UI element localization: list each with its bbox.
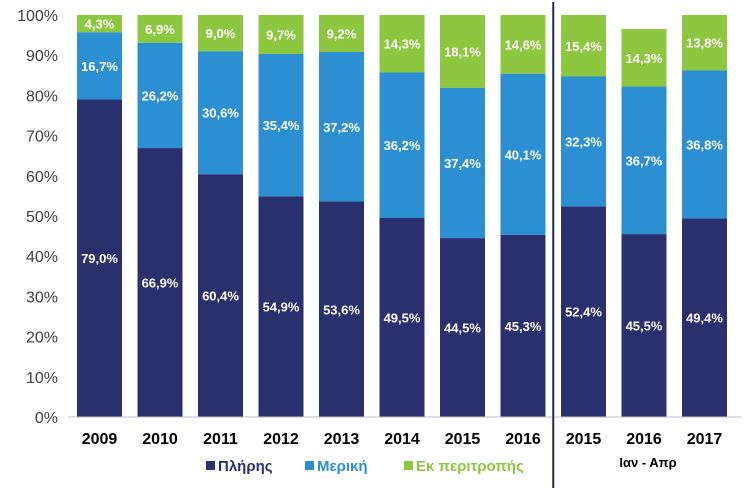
bar-segment [561,15,606,77]
y-tick-label: 100% [17,8,58,25]
x-tick-label: 2016 [505,431,541,448]
bar-segment [77,99,122,418]
y-tick-label: 60% [26,169,58,186]
bar-segment [319,51,364,202]
x-tick-label: 2012 [263,431,299,448]
legend-swatch [404,461,413,470]
bar-segment [258,53,304,197]
data-label: 49,5% [384,311,421,326]
data-label: 37,4% [444,156,481,171]
bar-segment [137,42,183,149]
data-label: 44,5% [444,321,481,336]
data-label: 45,5% [626,319,663,334]
bar-segment [561,206,606,417]
bar-segment [440,15,485,88]
legend-swatch [206,461,215,470]
legend-swatch [305,461,314,470]
data-label: 15,4% [565,39,602,54]
data-label: 26,2% [142,88,179,103]
data-label: 79,0% [81,251,118,266]
bar-segment [379,218,425,417]
bar-segment [621,86,667,235]
x-tick-label: 2015 [566,431,602,448]
bar-segment [137,148,183,417]
data-label: 60,4% [202,289,239,304]
data-label: 9,2% [327,26,357,41]
legend-label: Εκ περιτροπής [416,458,524,475]
bar-segment [500,73,546,235]
y-tick-label: 30% [26,289,58,306]
data-label: 16,7% [81,59,118,74]
data-label: 14,3% [384,37,421,52]
data-label: 4,3% [85,17,115,32]
x-tick-label: 2016 [626,431,662,448]
data-label: 6,9% [145,22,175,37]
data-label: 14,3% [626,51,663,66]
data-label: 36,2% [384,138,421,153]
data-label: 40,1% [505,147,542,162]
data-label: 52,4% [565,305,602,320]
data-label: 37,2% [323,120,360,135]
y-tick-label: 40% [26,249,58,266]
y-tick-label: 80% [26,88,58,105]
data-label: 32,3% [565,134,602,149]
y-tick-label: 20% [26,330,58,347]
bar-segment [561,76,606,207]
y-tick-label: 10% [26,370,58,387]
bar-segment [258,15,304,54]
y-tick-label: 0% [35,410,58,427]
bar-segment [379,15,425,73]
bar-segment [319,15,364,52]
x-tick-label: 2017 [687,431,723,448]
data-label: 14,6% [505,37,542,52]
data-label: 66,9% [142,276,179,291]
bar-segment [621,234,667,417]
legend-label: Μερική [317,458,368,475]
data-label: 30,6% [202,106,239,121]
data-label: 9,0% [206,26,236,41]
bar-segment [198,15,243,52]
bar-segment [198,51,243,175]
y-tick-label: 90% [26,48,58,65]
bar-segment [258,196,304,417]
bar-segment [319,201,364,417]
data-label: 45,3% [505,319,542,334]
x-tick-label: 2015 [445,431,481,448]
bar-segment [77,15,122,33]
data-label: 36,8% [686,137,723,152]
bar-segment [77,32,122,100]
bar-segment [440,238,485,417]
data-label: 36,7% [626,153,663,168]
bar-segment [621,29,667,87]
x-tick-label: 2010 [142,431,178,448]
data-label: 9,7% [266,27,296,42]
bar-segment [440,87,485,239]
data-label: 18,1% [444,44,481,59]
period-label: Ιαν - Απρ [619,455,676,470]
data-label: 54,9% [263,300,300,315]
bar-segment [137,15,183,43]
bar-segment [198,174,243,417]
legend-label: Πλήρης [218,458,273,475]
bar-segment [682,218,727,417]
x-tick-label: 2013 [324,431,360,448]
y-tick-label: 70% [26,129,58,146]
x-tick-label: 2014 [384,431,420,448]
bar-segment [379,72,425,219]
bar-segment [682,70,727,219]
data-label: 35,4% [263,118,300,133]
bar-segment [682,15,727,71]
data-label: 53,6% [323,302,360,317]
x-tick-label: 2009 [82,431,118,448]
bar-segment [500,15,546,74]
y-tick-label: 50% [26,209,58,226]
bar-segment [500,234,546,417]
data-label: 13,8% [686,36,723,51]
x-tick-label: 2011 [203,431,238,448]
data-label: 49,4% [686,311,723,326]
